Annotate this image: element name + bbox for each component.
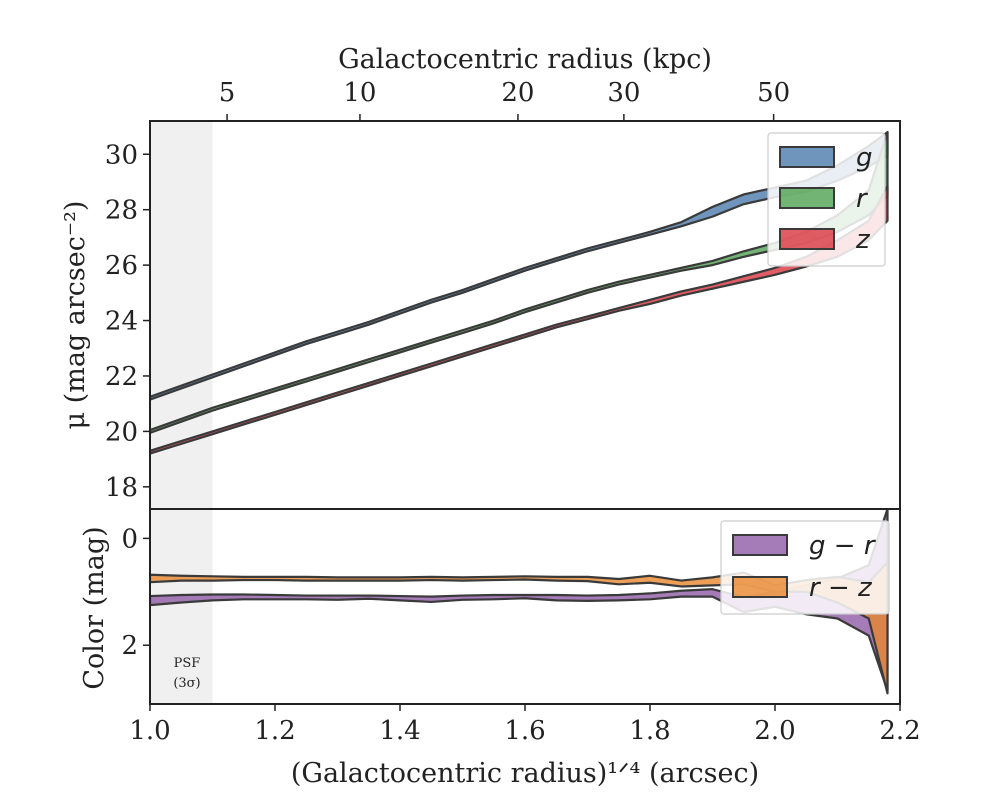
bottom-panel-frame bbox=[149, 508, 901, 705]
x-tick-label: 1.8 bbox=[629, 716, 670, 746]
bottom-y-axis-label: Color (mag) bbox=[79, 526, 110, 689]
bottom-legend: g − r r − z bbox=[720, 520, 890, 615]
legend-swatch-rz bbox=[732, 576, 788, 598]
psf-annotation-line2: (3σ) bbox=[173, 676, 200, 691]
legend-label-rz: r − z bbox=[809, 573, 873, 603]
legend-label-gr: g − r bbox=[809, 531, 877, 561]
top-secondary-x-ticks: 5 10 20 30 50 bbox=[219, 78, 790, 121]
y-tick-label: 20 bbox=[105, 417, 138, 447]
x-tick-label: 1.4 bbox=[379, 716, 420, 746]
band-z bbox=[150, 185, 889, 455]
top-panel: 18 20 22 24 26 28 30 5 10 20 30 50 Galactocentric … bbox=[60, 44, 901, 510]
legend-swatch-z bbox=[779, 228, 835, 250]
bottom-x-ticks: 1.0 1.2 1.4 1.6 1.8 2.0 2.2 bbox=[129, 704, 921, 746]
top-x-tick-label: 10 bbox=[343, 78, 376, 108]
top-y-ticks: 18 20 22 24 26 28 30 bbox=[105, 140, 150, 503]
legend-label-g: g bbox=[856, 143, 873, 173]
top-x-tick-label: 30 bbox=[607, 78, 640, 108]
top-x-tick-label: 5 bbox=[219, 78, 236, 108]
x-tick-label: 1.0 bbox=[129, 716, 170, 746]
top-x-tick-label: 20 bbox=[501, 78, 534, 108]
legend-swatch-g bbox=[779, 146, 835, 168]
top-bands bbox=[150, 130, 889, 455]
y-tick-label: 24 bbox=[105, 307, 138, 337]
x-tick-label: 1.2 bbox=[254, 716, 295, 746]
y-tick-label: 0 bbox=[121, 524, 138, 554]
y-tick-label: 26 bbox=[105, 251, 138, 281]
psf-region-bottom bbox=[150, 509, 213, 704]
bottom-x-axis-label: (Galactocentric radius)¹ᐟ⁴ (arcsec) bbox=[291, 758, 759, 789]
bottom-y-ticks: 02 bbox=[121, 524, 150, 661]
psf-annotation-line1: PSF bbox=[174, 656, 201, 671]
legend-swatch-gr bbox=[732, 534, 788, 556]
top-x-tick-label: 50 bbox=[757, 78, 790, 108]
legend-label-z: z bbox=[855, 225, 871, 255]
y-tick-label: 18 bbox=[105, 473, 138, 503]
y-tick-label: 30 bbox=[105, 140, 138, 170]
x-tick-label: 2.0 bbox=[754, 716, 795, 746]
top-y-axis-label: μ (mag arcsec⁻²) bbox=[60, 201, 91, 430]
y-tick-label: 28 bbox=[105, 196, 138, 226]
legend-swatch-r bbox=[779, 187, 835, 209]
y-tick-label: 22 bbox=[105, 362, 138, 392]
legend-label-r: r bbox=[856, 184, 869, 214]
top-axis-label: Galactocentric radius (kpc) bbox=[338, 44, 712, 75]
x-tick-label: 2.2 bbox=[879, 716, 920, 746]
y-tick-label: 2 bbox=[121, 631, 138, 661]
top-legend: grz bbox=[767, 132, 886, 267]
bottom-panel: 02 1.0 1.2 1.4 1.6 1.8 2.0 2.2 PSF (3σ) (Galac… bbox=[79, 508, 921, 789]
x-tick-label: 1.6 bbox=[504, 716, 545, 746]
